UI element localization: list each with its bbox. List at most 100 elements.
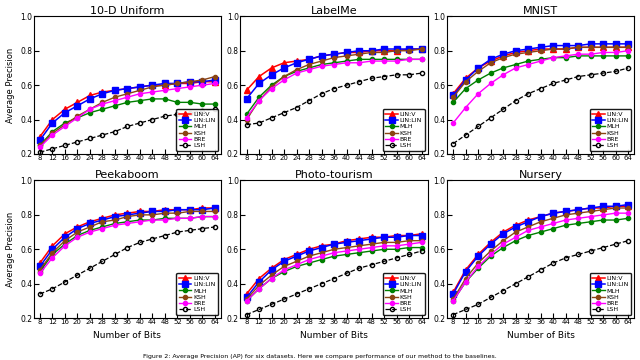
BRE <box>574 52 582 57</box>
LSH <box>255 307 263 312</box>
BRE <box>74 235 81 239</box>
LIN:LIN <box>305 249 313 253</box>
MLH <box>537 57 545 62</box>
LSH <box>462 133 470 137</box>
BRE <box>342 60 350 65</box>
LIN:V <box>280 257 288 262</box>
KSH <box>86 225 93 229</box>
LIN:V <box>61 231 68 236</box>
LSH <box>211 225 219 229</box>
LIN:V <box>292 59 300 63</box>
Y-axis label: Average Precision: Average Precision <box>6 212 15 287</box>
KSH <box>111 218 119 222</box>
LIN:LIN <box>380 235 388 239</box>
KSH <box>474 261 482 265</box>
LIN:V <box>124 86 131 91</box>
BRE <box>587 52 595 57</box>
KSH <box>161 211 169 215</box>
KSH <box>368 242 376 246</box>
LIN:LIN <box>449 93 457 98</box>
LIN:V <box>211 80 219 84</box>
LSH <box>198 109 206 113</box>
LSH <box>292 292 300 296</box>
Line: LSH: LSH <box>244 249 424 317</box>
LSH <box>161 233 169 238</box>
LIN:LIN <box>161 81 169 86</box>
KSH <box>380 50 388 55</box>
MLH <box>625 54 632 58</box>
MLH <box>368 249 376 253</box>
KSH <box>418 47 426 51</box>
LSH <box>474 124 482 129</box>
MLH <box>625 216 632 220</box>
LSH <box>268 302 275 306</box>
LSH <box>280 111 288 115</box>
MLH <box>280 270 288 274</box>
KSH <box>305 254 313 258</box>
LSH <box>61 143 68 148</box>
KSH <box>537 220 545 224</box>
KSH <box>562 213 570 217</box>
LIN:V <box>49 117 56 122</box>
MLH <box>574 54 582 58</box>
LIN:V <box>280 60 288 65</box>
MLH <box>549 55 557 60</box>
Line: LIN:LIN: LIN:LIN <box>37 77 218 143</box>
LSH <box>305 287 313 291</box>
LIN:V <box>524 218 532 222</box>
LIN:V <box>524 49 532 53</box>
BRE <box>499 242 507 246</box>
LIN:V <box>305 247 313 251</box>
LIN:LIN <box>625 42 632 46</box>
MLH <box>36 270 44 274</box>
LIN:V <box>86 220 93 224</box>
LSH <box>211 107 219 111</box>
KSH <box>99 220 106 224</box>
LIN:LIN <box>418 233 426 238</box>
MLH <box>449 299 457 303</box>
BRE <box>148 90 156 94</box>
MLH <box>161 97 169 101</box>
LIN:LIN <box>268 268 275 272</box>
LIN:LIN <box>368 237 376 241</box>
BRE <box>562 54 570 58</box>
LIN:V <box>355 237 363 241</box>
KSH <box>499 239 507 243</box>
LIN:LIN <box>173 81 181 86</box>
BRE <box>449 299 457 303</box>
KSH <box>173 81 181 86</box>
KSH <box>243 297 250 301</box>
LIN:V <box>99 90 106 94</box>
KSH <box>587 209 595 213</box>
KSH <box>61 239 68 243</box>
LIN:V <box>625 45 632 49</box>
LIN:V <box>186 81 194 86</box>
LSH <box>524 275 532 279</box>
BRE <box>148 218 156 222</box>
Line: MLH: MLH <box>451 216 630 303</box>
MLH <box>405 57 413 62</box>
LSH <box>393 256 401 260</box>
LIN:LIN <box>136 85 144 89</box>
MLH <box>342 252 350 257</box>
LIN:V <box>612 45 620 49</box>
LIN:V <box>317 54 325 58</box>
LIN:V <box>61 107 68 111</box>
LIN:V <box>462 268 470 272</box>
KSH <box>255 283 263 288</box>
KSH <box>124 91 131 96</box>
BRE <box>198 83 206 87</box>
LIN:V <box>393 49 401 53</box>
Legend: LIN:V, LIN:LIN, MLH, KSH, BRE, LSH: LIN:V, LIN:LIN, MLH, KSH, BRE, LSH <box>176 109 218 151</box>
LIN:V <box>380 235 388 239</box>
MLH <box>562 223 570 228</box>
BRE <box>537 59 545 63</box>
LIN:LIN <box>549 211 557 215</box>
LIN:LIN <box>99 91 106 96</box>
BRE <box>317 64 325 68</box>
LIN:V <box>74 225 81 229</box>
LIN:V <box>487 240 495 244</box>
LSH <box>405 73 413 77</box>
LSH <box>74 140 81 144</box>
KSH <box>211 75 219 79</box>
